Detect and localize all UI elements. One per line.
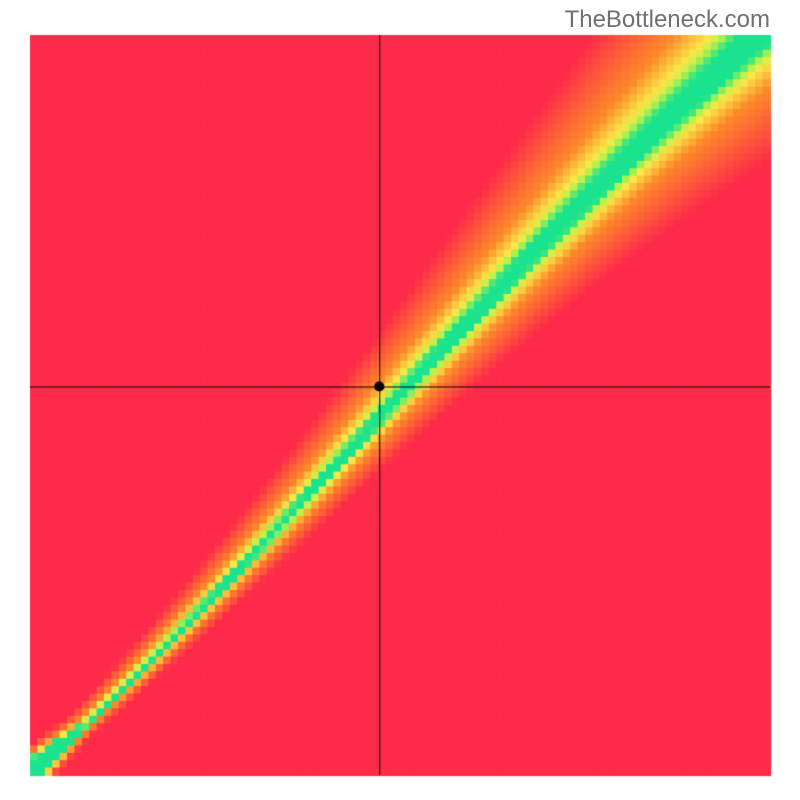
heatmap-canvas [0,0,800,800]
chart-container: TheBottleneck.com [0,0,800,800]
watermark-text: TheBottleneck.com [565,6,770,34]
